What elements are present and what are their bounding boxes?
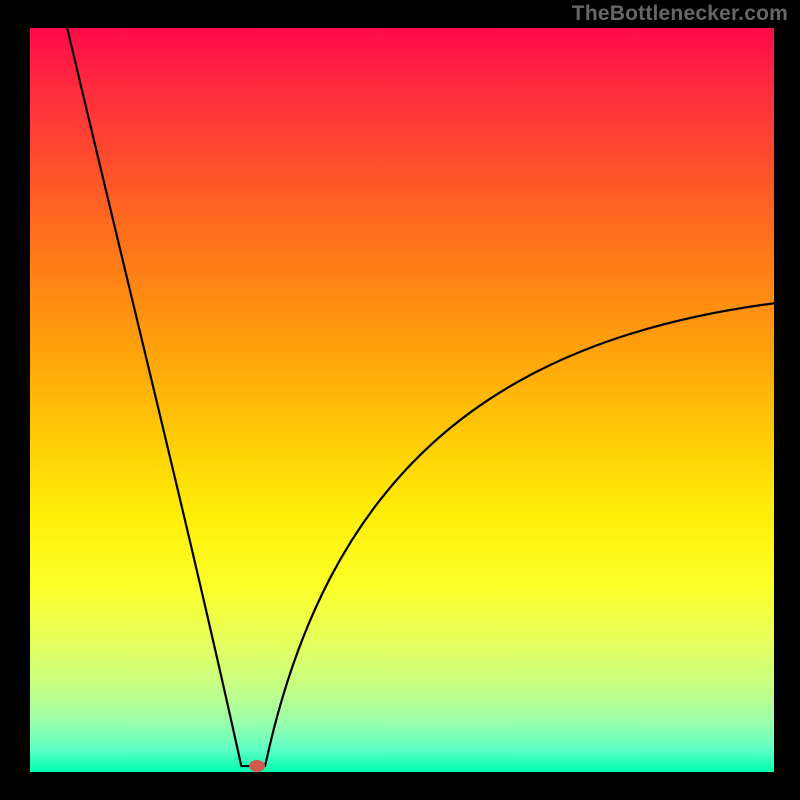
bottleneck-curve (0, 0, 800, 800)
watermark-label: TheBottlenecker.com (572, 2, 788, 26)
vertex-marker (249, 760, 265, 772)
chart-container: TheBottlenecker.com (0, 0, 800, 800)
curve-path (67, 28, 774, 766)
